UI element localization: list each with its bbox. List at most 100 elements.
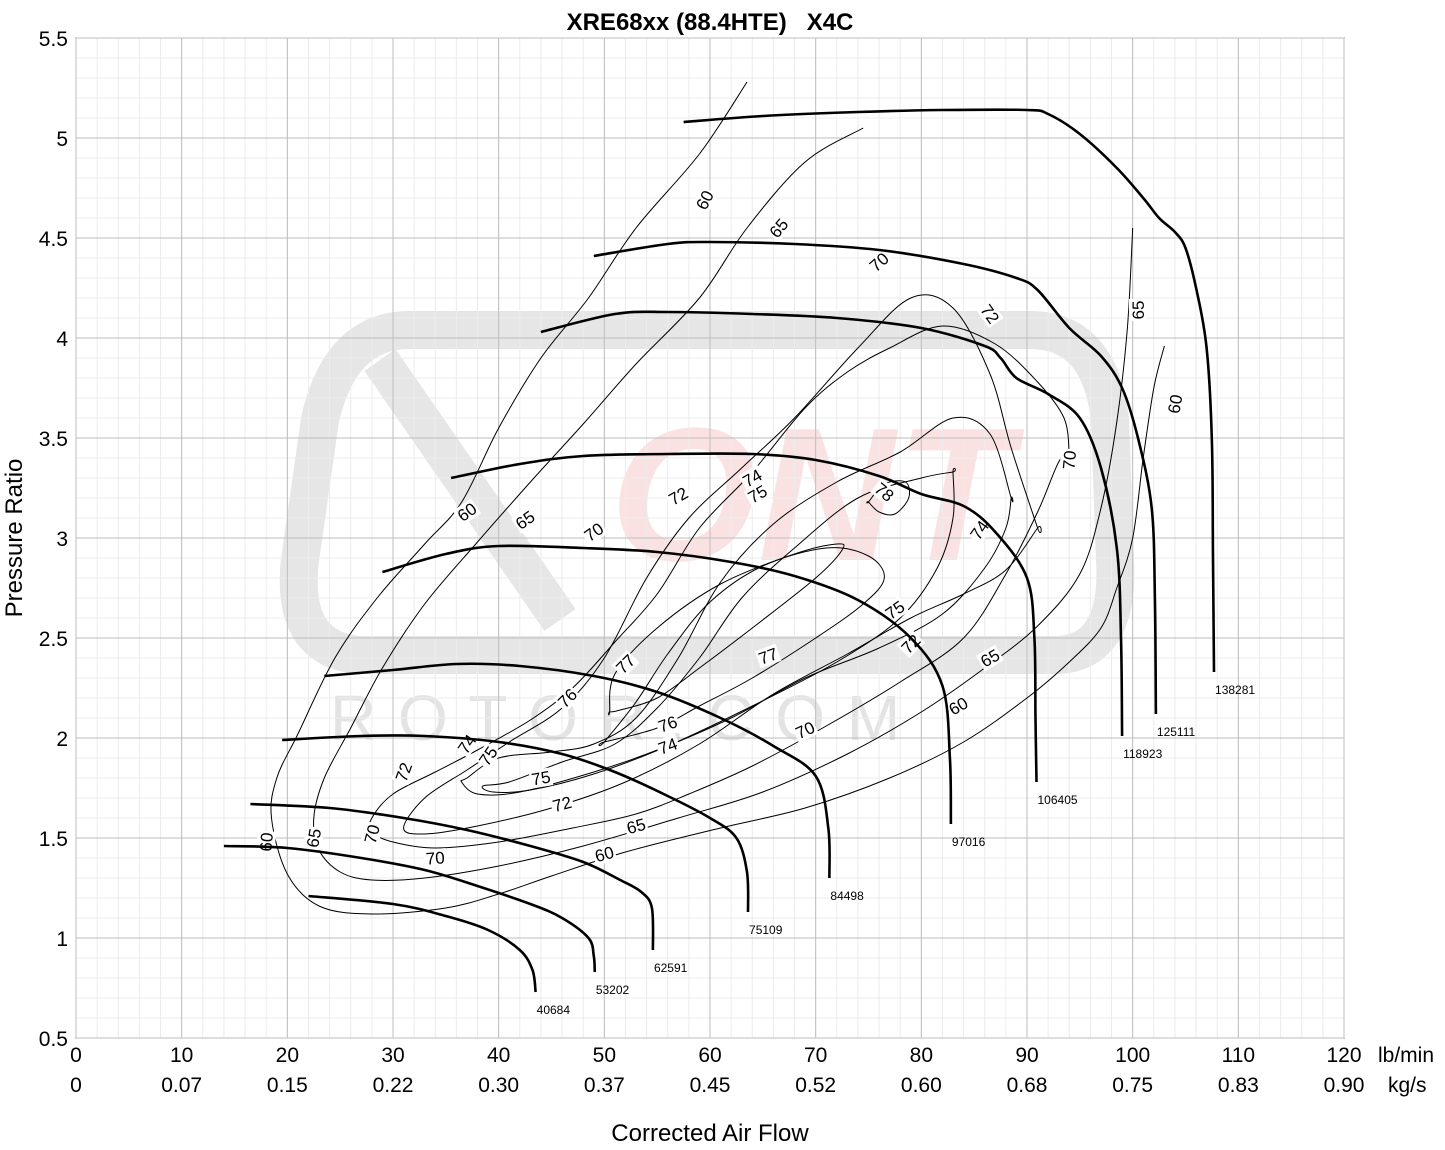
speed-line-label: 106405: [1038, 793, 1078, 807]
efficiency-island-65: [313, 127, 1134, 881]
efficiency-label: 70: [581, 519, 607, 545]
efficiency-islands: [270, 81, 1165, 915]
x-tick-label-secondary: 0.15: [267, 1074, 308, 1097]
x-tick-label-secondary: 0: [70, 1074, 82, 1097]
x-tick-label-secondary: 0.68: [1007, 1074, 1048, 1097]
efficiency-label: 65: [1129, 301, 1148, 320]
speed-line-40684: [308, 894, 537, 993]
x-axis-title: Corrected Air Flow: [611, 1120, 809, 1147]
x-tick-label: 120: [1326, 1044, 1361, 1067]
speed-line-label: 62591: [654, 961, 688, 975]
x-tick-label-secondary: 0.45: [690, 1074, 731, 1097]
efficiency-label-bg: [975, 644, 1005, 672]
y-tick-label: 3.5: [39, 428, 68, 451]
efficiency-label: 72: [551, 793, 574, 816]
efficiency-label: 60: [692, 187, 718, 212]
speed-line-138281: [683, 108, 1216, 673]
speed-line-label: 118923: [1123, 747, 1162, 761]
x-axis-ticks-secondary: 0 0.07 0.15 0.22 0.30 0.37 0.45 0.52 0.60 0.68 0.7…: [70, 1074, 1364, 1097]
x-unit-secondary: kg/s: [1388, 1074, 1427, 1097]
y-tick-label: 5.5: [39, 28, 68, 51]
efficiency-label-bg: [870, 478, 899, 506]
x-tick-label: 110: [1222, 1044, 1255, 1067]
efficiency-label: 65: [625, 815, 648, 838]
x-tick-label: 60: [698, 1044, 721, 1067]
speed-line-118923: [540, 310, 1124, 737]
x-tick-label-secondary: 0.83: [1218, 1074, 1259, 1097]
x-tick-label: 0: [70, 1044, 82, 1067]
x-tick-label: 70: [804, 1044, 827, 1067]
speed-line-84498: [324, 662, 831, 879]
efficiency-label: 60: [256, 832, 277, 853]
efficiency-label-bg: [1059, 448, 1080, 472]
y-tick-label: 2.5: [39, 628, 68, 651]
efficiency-island-77: [608, 543, 845, 716]
efficiency-label-bg: [654, 733, 682, 759]
x-tick-label: 10: [170, 1044, 193, 1067]
efficiency-label-bg: [1128, 299, 1147, 321]
speed-line-label: 125111: [1157, 725, 1196, 739]
y-axis-title: Pressure Ratio: [1, 459, 28, 618]
efficiency-label-bg: [738, 464, 767, 492]
y-axis-ticks: 0.5 1 1.5 2 2.5 3 3.5 4 4.5 5 5.5: [39, 28, 69, 1051]
efficiency-label-bg: [864, 247, 894, 277]
watermark: ONT R O T O R . C O M: [279, 311, 1135, 754]
speed-line-label: 75109: [749, 923, 783, 937]
efficiency-label-bg: [591, 842, 618, 866]
efficiency-island-74: [460, 416, 1014, 796]
speed-line-75109: [282, 734, 750, 913]
x-tick-label: 50: [593, 1044, 616, 1067]
speed-line-label: 40684: [537, 1003, 571, 1017]
watermark-x-diagonal: [364, 349, 576, 631]
efficiency-label-bg: [896, 629, 925, 659]
y-tick-label: 5: [56, 128, 68, 151]
x-tick-label-secondary: 0.30: [478, 1074, 519, 1097]
efficiency-label-bg: [474, 741, 502, 771]
efficiency-label-bg: [528, 767, 554, 789]
efficiency-label-bg: [880, 596, 910, 624]
y-tick-label: 3: [56, 528, 68, 551]
speed-line-label: 84498: [830, 889, 864, 903]
efficiency-label-bg: [553, 683, 582, 713]
speed-line-62591: [250, 802, 655, 951]
efficiency-label: 60: [946, 693, 972, 719]
x-tick-label-secondary: 0.22: [373, 1074, 414, 1097]
speed-line-106405: [450, 452, 1038, 783]
efficiency-label: 70: [1059, 450, 1080, 471]
x-tick-label-secondary: 0.75: [1112, 1074, 1153, 1097]
efficiency-label: 75: [882, 597, 908, 623]
speed-line-53202: [223, 844, 597, 973]
efficiency-label-bg: [791, 717, 819, 743]
y-tick-label: 2: [56, 728, 68, 751]
efficiency-label-bg: [654, 711, 682, 737]
efficiency-label-bg: [1164, 391, 1186, 417]
efficiency-label-bg: [360, 821, 384, 847]
efficiency-island-75: [481, 467, 956, 793]
x-tick-label-secondary: 0.90: [1324, 1074, 1365, 1097]
speed-line-label: 138281: [1215, 683, 1255, 697]
speed-lines: [223, 108, 1216, 993]
efficiency-label-bg: [976, 299, 1004, 329]
efficiency-island-72: [403, 294, 1042, 835]
efficiency-label-bg: [453, 729, 481, 759]
efficiency-label: 60: [593, 843, 616, 866]
efficiency-label-bg: [944, 692, 973, 720]
efficiency-label-bg: [611, 649, 640, 679]
efficiency-label-bg: [691, 186, 718, 214]
x-tick-label-secondary: 0.52: [795, 1074, 836, 1097]
x-axis-ticks: 0 10 20 30 40 50 60 70 80 90 100 110 120: [70, 1044, 1361, 1067]
y-tick-label: 0.5: [39, 1028, 68, 1051]
efficiency-label-bg: [452, 498, 482, 526]
y-tick-label: 4.5: [39, 228, 68, 251]
x-tick-label-secondary: 0.60: [901, 1074, 942, 1097]
x-tick-label: 80: [910, 1044, 933, 1067]
x-tick-label: 100: [1115, 1044, 1150, 1067]
x-tick-label: 20: [276, 1044, 299, 1067]
efficiency-label-bg: [579, 518, 608, 546]
efficiency-label: 65: [303, 827, 325, 849]
chart-title: XRE68xx (88.4HTE) X4C: [567, 9, 854, 36]
y-tick-label: 4: [56, 328, 68, 351]
x-tick-label-secondary: 0.37: [584, 1074, 625, 1097]
